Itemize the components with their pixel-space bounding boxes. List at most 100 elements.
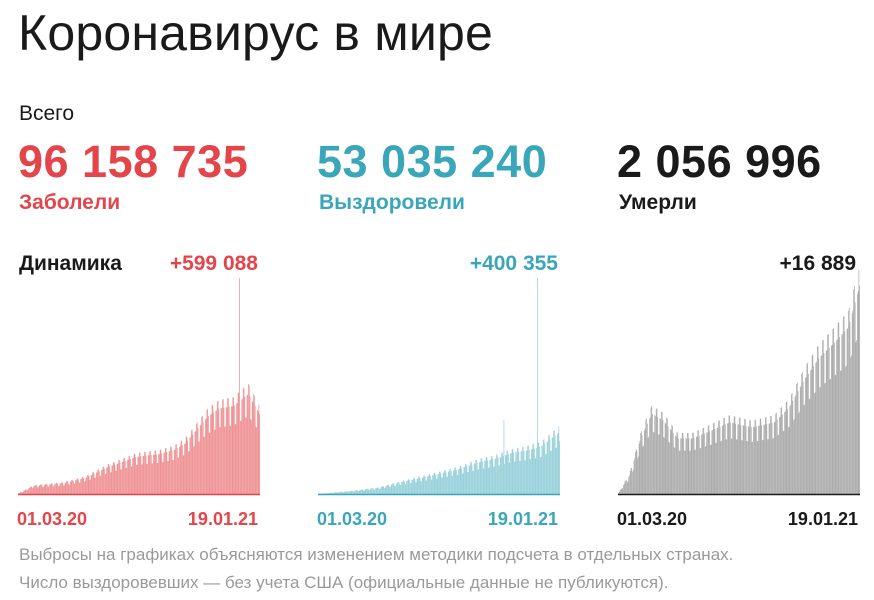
chart-bar bbox=[503, 420, 505, 494]
chart-bar bbox=[109, 466, 111, 494]
chart-bar bbox=[44, 484, 46, 494]
chart-bar bbox=[653, 432, 655, 494]
chart-bar bbox=[407, 480, 408, 494]
chart-bar bbox=[637, 458, 639, 494]
chart-bar bbox=[539, 457, 541, 494]
chart-bar bbox=[228, 406, 230, 494]
chart-bar bbox=[854, 286, 855, 494]
chart-bar bbox=[790, 404, 791, 494]
chart-bar bbox=[152, 463, 154, 494]
chart-bar bbox=[225, 407, 227, 494]
chart-bar bbox=[413, 478, 414, 494]
chart-bar bbox=[18, 493, 19, 494]
chart-bar bbox=[41, 485, 43, 494]
chart-bar bbox=[491, 455, 493, 494]
chart-bar bbox=[369, 488, 371, 494]
chart-bar bbox=[664, 422, 666, 494]
chart-bar bbox=[768, 423, 770, 494]
chart-bar bbox=[57, 483, 59, 494]
chart-bar bbox=[428, 474, 430, 494]
chart-bar bbox=[496, 454, 497, 494]
chart-bar bbox=[352, 490, 353, 494]
chart-bar bbox=[257, 410, 258, 494]
chart-bar bbox=[73, 483, 75, 494]
chart-bar bbox=[343, 491, 345, 494]
chart-bar bbox=[391, 484, 393, 494]
chart-bar bbox=[138, 456, 139, 494]
chart-bar bbox=[424, 476, 426, 494]
chart-bar bbox=[670, 430, 672, 494]
chart-bar bbox=[809, 398, 811, 494]
chart-bar bbox=[156, 454, 157, 494]
chart-bar bbox=[675, 435, 676, 494]
chart-bar bbox=[364, 489, 366, 494]
chart-bar bbox=[797, 391, 799, 494]
chart-bar bbox=[556, 447, 557, 494]
chart-bar bbox=[649, 417, 651, 494]
chart-bar bbox=[241, 399, 243, 494]
chart-bar bbox=[21, 492, 23, 494]
chart-bar bbox=[828, 347, 830, 494]
chart-bar bbox=[192, 434, 194, 494]
chart-bar bbox=[778, 434, 780, 494]
chart-bar bbox=[539, 446, 540, 494]
chart-bar bbox=[667, 426, 669, 494]
chart-bar bbox=[64, 482, 66, 494]
chart-bar bbox=[159, 449, 161, 494]
chart-bar bbox=[645, 420, 647, 494]
chart-bar bbox=[332, 492, 334, 494]
chart-bar bbox=[117, 463, 119, 494]
chart-bar bbox=[47, 486, 49, 494]
chart-bar bbox=[479, 462, 480, 494]
chart-bar bbox=[222, 399, 224, 494]
chart-bar bbox=[717, 427, 719, 494]
chart-bar bbox=[197, 428, 199, 494]
chart-bar bbox=[533, 444, 534, 494]
chart-bar bbox=[842, 333, 843, 494]
chart-bar bbox=[336, 492, 338, 494]
chart-bar bbox=[32, 488, 33, 494]
chart-bar bbox=[98, 471, 100, 494]
chart-bar bbox=[337, 492, 339, 494]
chart-bar bbox=[93, 473, 95, 494]
chart-bar bbox=[331, 492, 333, 494]
chart-bar bbox=[510, 453, 511, 494]
chart-bar bbox=[854, 302, 856, 494]
chart-bar bbox=[215, 410, 217, 494]
chart-bar bbox=[745, 426, 747, 494]
chart-bar bbox=[114, 464, 116, 494]
chart-bar bbox=[620, 489, 621, 494]
chart-bar bbox=[131, 466, 133, 494]
chart-bar bbox=[843, 316, 845, 494]
chart-bar bbox=[802, 381, 804, 494]
chart-bar bbox=[24, 489, 26, 494]
chart-bar bbox=[92, 472, 94, 494]
chart-bar bbox=[724, 424, 726, 494]
chart-bar bbox=[118, 460, 119, 494]
chart-bar bbox=[436, 478, 438, 494]
chart-bar bbox=[737, 424, 739, 494]
chart-bar bbox=[147, 463, 148, 494]
chart-bar bbox=[463, 467, 465, 494]
chart-bar bbox=[179, 446, 180, 494]
chart-bar bbox=[430, 479, 432, 494]
chart-bar bbox=[638, 456, 639, 494]
chart-bar bbox=[157, 462, 159, 494]
chart-bar bbox=[551, 450, 552, 494]
chart-bar bbox=[773, 422, 775, 494]
chart-bar bbox=[476, 462, 478, 494]
chart-bar bbox=[402, 480, 404, 494]
chart-bar bbox=[754, 419, 756, 494]
chart-bar bbox=[851, 313, 853, 494]
chart-bar bbox=[647, 437, 649, 494]
chart-bar bbox=[196, 422, 198, 494]
chart-bar bbox=[335, 492, 336, 494]
chart-bar bbox=[437, 474, 439, 494]
chart-bar bbox=[787, 409, 788, 494]
chart-bar bbox=[625, 480, 627, 494]
chart-bar bbox=[480, 458, 482, 494]
chart-bar bbox=[676, 431, 678, 494]
chart-bar bbox=[762, 440, 763, 494]
chart-bar bbox=[499, 465, 500, 494]
chart-bar bbox=[720, 441, 722, 494]
